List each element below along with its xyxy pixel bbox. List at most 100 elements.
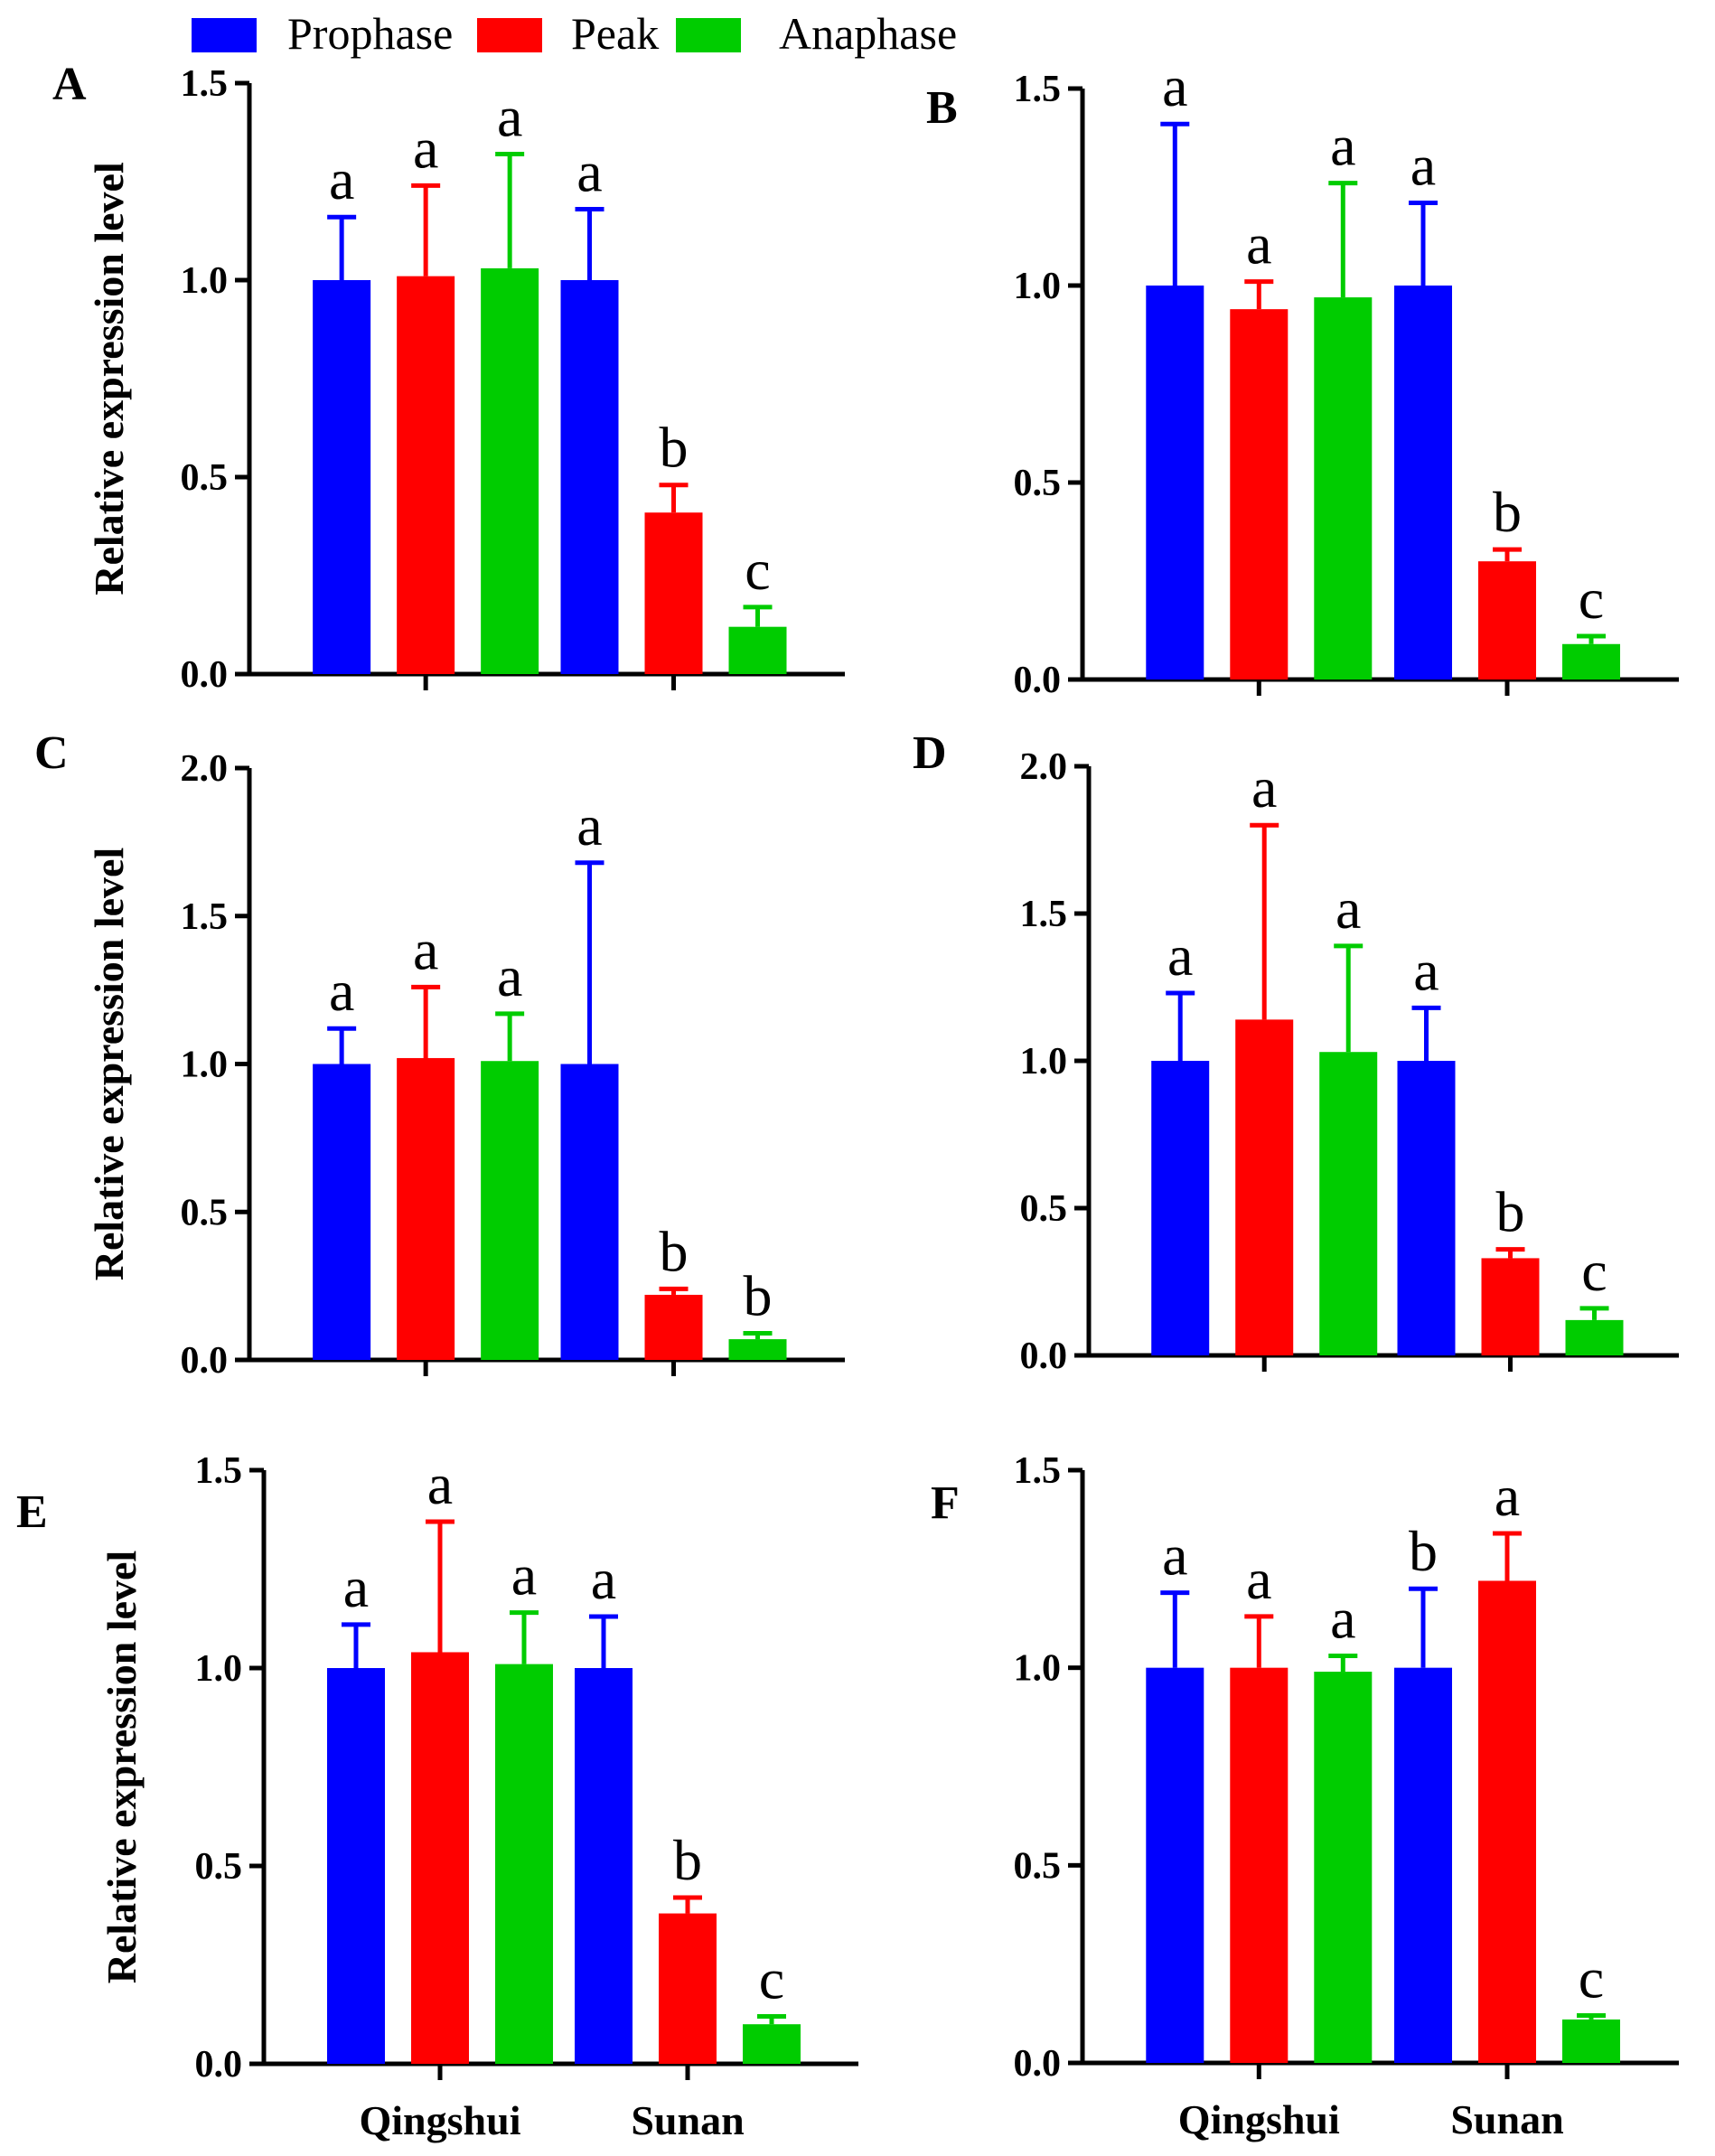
bar <box>1394 286 1452 680</box>
panel-letter: F <box>931 1477 960 1529</box>
legend-label-peak: Peak <box>571 8 659 59</box>
significance-label: a <box>576 140 602 204</box>
bar <box>1394 1667 1452 2063</box>
legend-swatch-prophase <box>192 18 257 52</box>
significance-label: a <box>591 1547 616 1611</box>
bar <box>659 1913 717 2064</box>
y-tick-label: 0.5 <box>181 457 229 499</box>
bar <box>1230 1667 1289 2063</box>
x-category-label: Qingshui <box>1178 2096 1340 2142</box>
significance-label: a <box>343 1555 369 1619</box>
y-tick-label: 0.0 <box>181 1340 229 1382</box>
bar <box>728 626 787 674</box>
significance-label: a <box>1495 1464 1520 1528</box>
y-tick-label: 1.0 <box>181 260 229 302</box>
x-category-label: Sunan <box>631 2097 744 2143</box>
bar <box>397 276 455 674</box>
bar <box>313 1064 371 1360</box>
significance-label: a <box>413 917 438 981</box>
bar <box>575 1668 633 2064</box>
significance-label: a <box>497 84 522 148</box>
y-tick-label: 0.5 <box>1020 1188 1068 1230</box>
legend-swatch-anaphase <box>676 18 741 52</box>
significance-label: a <box>576 793 602 858</box>
significance-label: a <box>329 147 354 211</box>
bar <box>1230 309 1289 680</box>
significance-label: a <box>1246 1547 1271 1611</box>
significance-label: a <box>329 959 354 1023</box>
bar <box>326 1668 385 2064</box>
bar <box>494 1664 553 2064</box>
y-tick-label: 0.0 <box>195 2044 243 2086</box>
bar <box>1397 1061 1456 1355</box>
y-tick-label: 1.5 <box>1020 894 1068 935</box>
y-tick-label: 1.5 <box>181 896 229 938</box>
y-axis-label: Relative expression level <box>98 1551 145 1984</box>
y-tick-label: 1.5 <box>1014 1450 1062 1492</box>
bar <box>1146 286 1204 680</box>
bar <box>1562 2019 1620 2063</box>
bar <box>1314 1672 1373 2063</box>
bar <box>1235 1019 1294 1355</box>
bar <box>1478 561 1536 680</box>
significance-label: b <box>660 416 689 480</box>
panel-e: E 0.0 0.5 1.0 1.5 Relative expression level Qi… <box>16 1450 858 2143</box>
bar <box>1481 1258 1540 1355</box>
bar <box>1151 1061 1210 1355</box>
bar <box>397 1057 455 1360</box>
y-tick-label: 0.5 <box>181 1192 229 1233</box>
significance-label: a <box>427 1452 453 1516</box>
panel-letter: D <box>913 727 947 779</box>
significance-label: a <box>1246 212 1271 277</box>
panel-c: C 0.0 0.5 1.0 1.5 2.0 Relative expression leve… <box>34 727 845 1382</box>
bar <box>1146 1667 1204 2063</box>
y-tick-label: 0.0 <box>181 654 229 696</box>
bar <box>1562 643 1620 680</box>
y-tick-label: 1.0 <box>1020 1041 1068 1083</box>
bar <box>644 1294 703 1360</box>
significance-label: b <box>673 1828 702 1892</box>
significance-label: a <box>1251 755 1277 820</box>
bar <box>481 267 539 674</box>
bar <box>560 1064 619 1360</box>
y-tick-label: 0.0 <box>1014 660 1062 701</box>
y-tick-label: 2.0 <box>181 748 229 790</box>
significance-label: a <box>1413 938 1439 1002</box>
bar <box>560 280 619 674</box>
bar <box>1565 1319 1624 1355</box>
bar <box>644 512 703 674</box>
y-tick-label: 1.0 <box>1014 1648 1062 1690</box>
y-tick-label: 0.5 <box>195 1846 243 1888</box>
significance-label: a <box>1330 114 1355 178</box>
panel-letter: A <box>52 59 87 110</box>
significance-label: b <box>1409 1519 1438 1583</box>
significance-label: a <box>1162 54 1187 118</box>
significance-label: a <box>1167 923 1193 988</box>
y-tick-label: 0.0 <box>1014 2043 1062 2085</box>
legend-label-anaphase: Anaphase <box>779 8 957 59</box>
x-category-label: Sunan <box>1450 2096 1563 2142</box>
significance-label: b <box>744 1264 773 1328</box>
significance-label: a <box>1335 876 1361 941</box>
bar <box>1314 297 1373 680</box>
legend-swatch-peak <box>477 18 542 52</box>
significance-label: c <box>1579 567 1604 631</box>
significance-label: a <box>511 1543 537 1608</box>
y-axis-label: Relative expression level <box>86 848 132 1281</box>
significance-label: b <box>660 1219 689 1283</box>
y-tick-label: 2.0 <box>1020 746 1068 788</box>
y-tick-label: 0.0 <box>1020 1336 1068 1377</box>
panel-letter: B <box>926 82 958 134</box>
panel-letter: E <box>16 1486 48 1538</box>
y-tick-label: 1.0 <box>1014 266 1062 307</box>
significance-label: a <box>497 944 522 1008</box>
significance-label: c <box>759 1946 784 2011</box>
significance-label: b <box>1496 1180 1525 1244</box>
y-tick-label: 1.5 <box>181 63 229 105</box>
y-tick-label: 1.0 <box>195 1648 243 1690</box>
bar <box>1319 1052 1378 1355</box>
